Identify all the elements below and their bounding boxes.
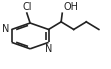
Text: N: N <box>2 24 9 34</box>
Text: N: N <box>45 44 53 54</box>
Text: OH: OH <box>63 2 78 12</box>
Text: Cl: Cl <box>22 2 32 12</box>
